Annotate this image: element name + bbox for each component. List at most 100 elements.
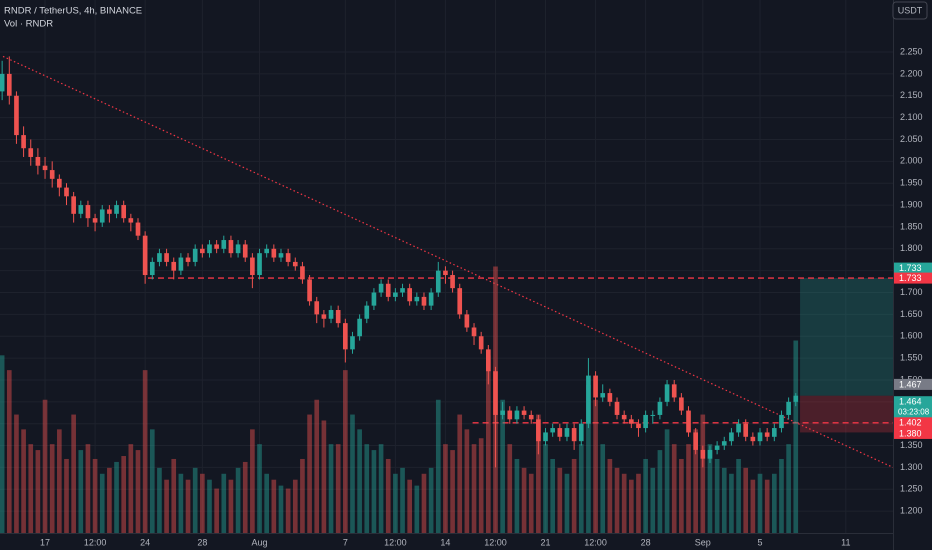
price-label: 1.733 (899, 263, 922, 273)
candle-body (564, 428, 570, 437)
candle-body (135, 222, 141, 236)
price-label-box (894, 272, 932, 284)
volume-bar (285, 488, 291, 533)
volume-bar (779, 458, 784, 533)
position-stop-zone (800, 395, 893, 433)
candle-body (0, 73, 5, 92)
volume-bar (457, 414, 463, 533)
candle-body (571, 428, 577, 442)
price-label-box (894, 396, 932, 419)
candle-body (328, 310, 334, 319)
volume-bar (264, 473, 270, 533)
candle-body (757, 432, 763, 442)
volume-bar (607, 458, 613, 533)
x-tick-label: Aug (252, 537, 268, 547)
volume-bar (693, 429, 698, 533)
x-tick-label: 12:00 (584, 537, 607, 547)
volume-bar (121, 456, 127, 533)
volume-bar (28, 444, 34, 533)
volume-bar (700, 414, 706, 533)
volume-bar (242, 461, 248, 533)
volume-bar (149, 429, 155, 533)
volume-bar (99, 473, 105, 533)
volume-bar (464, 429, 470, 533)
volume-bar (214, 488, 219, 533)
volume-bar (450, 450, 455, 533)
x-tick-label: 5 (758, 537, 763, 547)
x-tick-label: 12:00 (84, 537, 107, 547)
candle-body (371, 292, 377, 306)
volume-bar (314, 399, 320, 533)
volume-bar (650, 467, 656, 533)
candle-body (250, 257, 255, 276)
candle-body (114, 205, 119, 214)
volume-bar (486, 355, 491, 533)
volume-bar (736, 458, 741, 533)
candle-body (6, 73, 12, 96)
volume-bar (64, 458, 69, 533)
candle-body (343, 323, 348, 350)
candle-body (743, 423, 749, 437)
candle-body (314, 301, 320, 315)
currency[interactable]: USDT (898, 5, 923, 15)
volume-bar (586, 384, 591, 533)
candle-body (28, 148, 34, 157)
y-tick-label: 1.600 (900, 331, 923, 341)
candle-body (171, 261, 177, 271)
volume-bar (521, 467, 527, 533)
candle-body (128, 218, 134, 223)
candle-body (49, 170, 55, 179)
volume-bar (557, 467, 563, 533)
position-target-zone (800, 278, 893, 396)
candle-body (443, 270, 448, 276)
volume-bar (771, 473, 777, 533)
volume-bar (235, 467, 241, 533)
volume-bar (786, 444, 791, 533)
candle-body (57, 178, 62, 188)
volume-bar (71, 414, 76, 533)
candle-body (164, 253, 169, 262)
volume-bar (400, 467, 405, 533)
candle-body (99, 209, 105, 223)
candle-body (221, 240, 227, 249)
volume-bar (85, 444, 91, 533)
volume-bar (628, 479, 634, 533)
volume-bar (393, 473, 398, 533)
candle-body (507, 410, 513, 420)
candle-body (71, 196, 76, 214)
candle-body (500, 410, 505, 415)
volume-bar (221, 473, 227, 533)
volume-bar (250, 429, 255, 533)
volume-bar (278, 485, 284, 533)
candle-body (628, 419, 634, 424)
candle-body (92, 218, 98, 223)
volume-bar (292, 479, 298, 533)
candle-body (750, 436, 756, 442)
candle-body (450, 275, 455, 289)
candle-body (214, 244, 219, 249)
candle-body (307, 279, 312, 302)
candle-body (721, 441, 727, 446)
volume-bar (21, 429, 26, 533)
candle-body (478, 336, 484, 350)
currency-button[interactable] (892, 1, 928, 20)
candle-body (486, 349, 491, 372)
volume-bar (207, 479, 212, 533)
x-tick-label: 28 (641, 537, 651, 547)
volume-bar (407, 479, 413, 533)
volume-bar (743, 467, 749, 533)
candle-body (779, 414, 784, 429)
volume-bar (135, 450, 141, 533)
candle-body (729, 432, 734, 442)
volume-bar (271, 479, 277, 533)
candle-body (578, 423, 584, 442)
volume-bar (185, 479, 191, 533)
volume-bar (421, 473, 427, 533)
y-tick-label: 1.800 (900, 243, 923, 253)
volume-bar (178, 473, 184, 533)
candle-body (679, 397, 684, 411)
candle-body (493, 371, 498, 415)
volume-bar (378, 444, 384, 533)
volume-bar (757, 473, 763, 533)
candle-body (643, 414, 648, 429)
